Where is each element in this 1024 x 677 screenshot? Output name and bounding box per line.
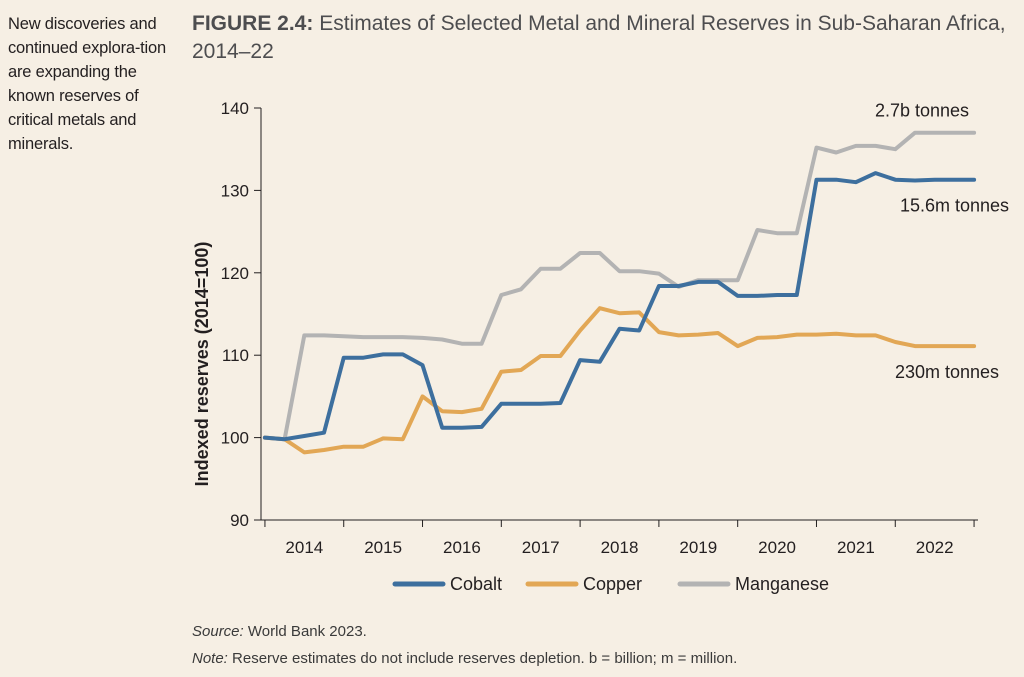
series-line-cobalt [262, 171, 977, 442]
legend-label-copper: Copper [583, 574, 642, 594]
y-tick-label: 100 [221, 429, 249, 448]
legend-label-manganese: Manganese [735, 574, 829, 594]
chart-axes: 90 100 110 120 130 140 2014 2015 2016 2017 2018 201… [192, 99, 978, 557]
footnote: Note: Reserve estimates do not include r… [192, 650, 737, 667]
source-label: Source: [192, 623, 244, 640]
x-tick-label: 2014 [285, 538, 323, 557]
legend-label-cobalt: Cobalt [450, 574, 502, 594]
y-tick-label: 140 [221, 99, 249, 118]
y-tick-label: 90 [230, 511, 249, 530]
chart-end-labels: 15.6m tonnes 230m tonnes 2.7b tonnes [875, 101, 1009, 382]
x-tick-label: 2019 [679, 538, 717, 557]
x-tick-label: 2020 [758, 538, 796, 557]
source-text: World Bank 2023. [243, 623, 367, 640]
x-tick-label: 2022 [916, 538, 954, 557]
note-text: Reserve estimates do not include reserve… [227, 650, 738, 667]
y-tick-label: 120 [221, 264, 249, 283]
x-tick-label: 2018 [601, 538, 639, 557]
end-label-copper: 230m tonnes [895, 362, 999, 382]
y-axis-title: Indexed reserves (2014=100) [192, 242, 212, 487]
chart-series [262, 130, 977, 455]
series-line-manganese [262, 130, 977, 442]
series-line-copper [262, 306, 977, 455]
note-label: Note: [192, 650, 228, 667]
x-tick-label: 2015 [364, 538, 402, 557]
figure-title-text: Estimates of Selected Metal and Mineral … [192, 12, 1006, 63]
y-tick-label: 110 [222, 346, 249, 365]
figure-title: FIGURE 2.4: Estimates of Selected Metal … [192, 10, 1012, 66]
chart-legend: Cobalt Copper Manganese [392, 574, 829, 594]
x-tick-label: 2017 [522, 538, 560, 557]
x-tick-label: 2021 [837, 538, 875, 557]
x-tick-label: 2016 [443, 538, 481, 557]
end-label-cobalt: 15.6m tonnes [900, 196, 1009, 216]
figure-number: FIGURE 2.4: [192, 12, 314, 35]
source-note: Source: World Bank 2023. [192, 623, 367, 640]
y-tick-label: 130 [221, 181, 249, 200]
side-note: New discoveries and continued explora-ti… [8, 15, 166, 153]
end-label-manganese: 2.7b tonnes [875, 101, 969, 121]
